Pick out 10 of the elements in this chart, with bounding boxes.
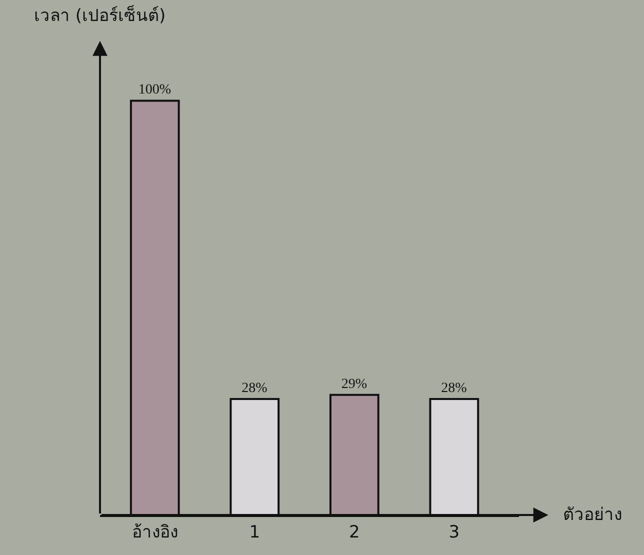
x-tick-label: 3 xyxy=(448,522,460,542)
data-label: 100% xyxy=(138,82,172,98)
data-label: 28% xyxy=(441,381,468,396)
x-tick-label: 1 xyxy=(249,522,260,542)
data-label: 29% xyxy=(341,376,368,392)
x-tick-label: 2 xyxy=(348,522,360,542)
x-axis-title: ตัวอย่าง xyxy=(563,505,622,525)
x-tick-label: อ้างอิง xyxy=(132,522,178,542)
y-axis-title: เวลา (เปอร์เซ็นต์) xyxy=(34,4,166,26)
data-label: 28% xyxy=(242,381,268,396)
